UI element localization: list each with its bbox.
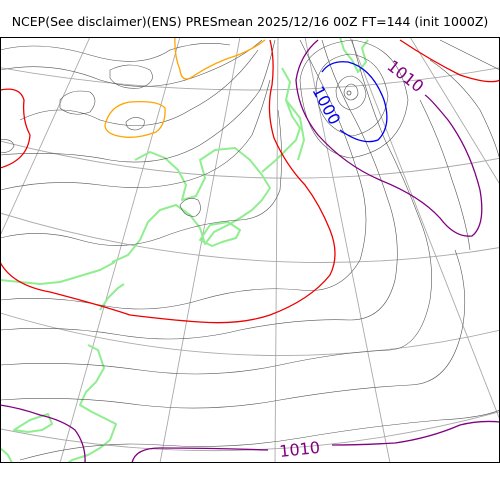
isobar [0,79,271,191]
latitude-line [0,312,500,357]
meridian [349,37,500,421]
map-title: NCEP(See disclaimer)(ENS) PRESmean 2025/… [11,14,489,29]
isobar [0,39,263,87]
contour-1020 [0,88,31,169]
isobar [429,59,500,161]
isobar-low-ring [315,53,389,137]
meridian [159,37,241,463]
contour-1030 [174,37,266,80]
coast-peninsula-east [285,99,305,161]
isobar [0,109,282,246]
isobar-low-ring [343,83,359,101]
coast-island [13,413,53,433]
contour-1000 [321,61,388,143]
contours-1030 [104,37,266,138]
isobar [0,43,231,62]
isobar-closed [109,64,153,89]
latitude-line [0,212,500,263]
isobars [0,39,500,461]
isobar [19,409,500,461]
isobar [439,39,500,71]
contours-1010 [0,39,500,463]
isobar-closed [59,90,96,115]
contour-1020 [0,39,336,324]
contour-1030 [104,100,166,138]
label-1010-south: 1010 [278,438,320,461]
isobar-closed [125,117,145,131]
contour-1010 [0,404,86,463]
isobar-closed [179,198,201,217]
contour-1010 [131,447,269,463]
meridian [59,37,181,463]
coast-main [111,147,271,263]
map-background [0,37,500,463]
isobar-low-ring [335,75,367,111]
meridian [0,37,91,237]
latitude-line [0,140,500,179]
isobar [0,249,466,409]
isobar [0,39,276,163]
isobar [419,99,471,251]
meridian [304,37,391,463]
coast-inlet [199,221,241,247]
contour-1010 [295,39,483,237]
isobar [0,39,367,310]
contour-1020 [399,39,500,83]
meridian [409,37,500,186]
isobar [19,49,259,126]
isobar [0,139,15,153]
coast-peninsula [261,67,301,173]
coast-southwest [99,283,125,311]
contours-1000 [321,61,388,143]
meridian [274,37,279,463]
contour-1010 [331,420,500,446]
coast-south [67,344,117,463]
low-center [346,90,352,96]
coast-southwest-corner [0,447,13,463]
isobar-low-ring [299,39,409,159]
isobar [0,39,432,375]
coast-northeast [339,37,369,73]
isobar [0,39,398,340]
contours-1020 [0,39,500,324]
